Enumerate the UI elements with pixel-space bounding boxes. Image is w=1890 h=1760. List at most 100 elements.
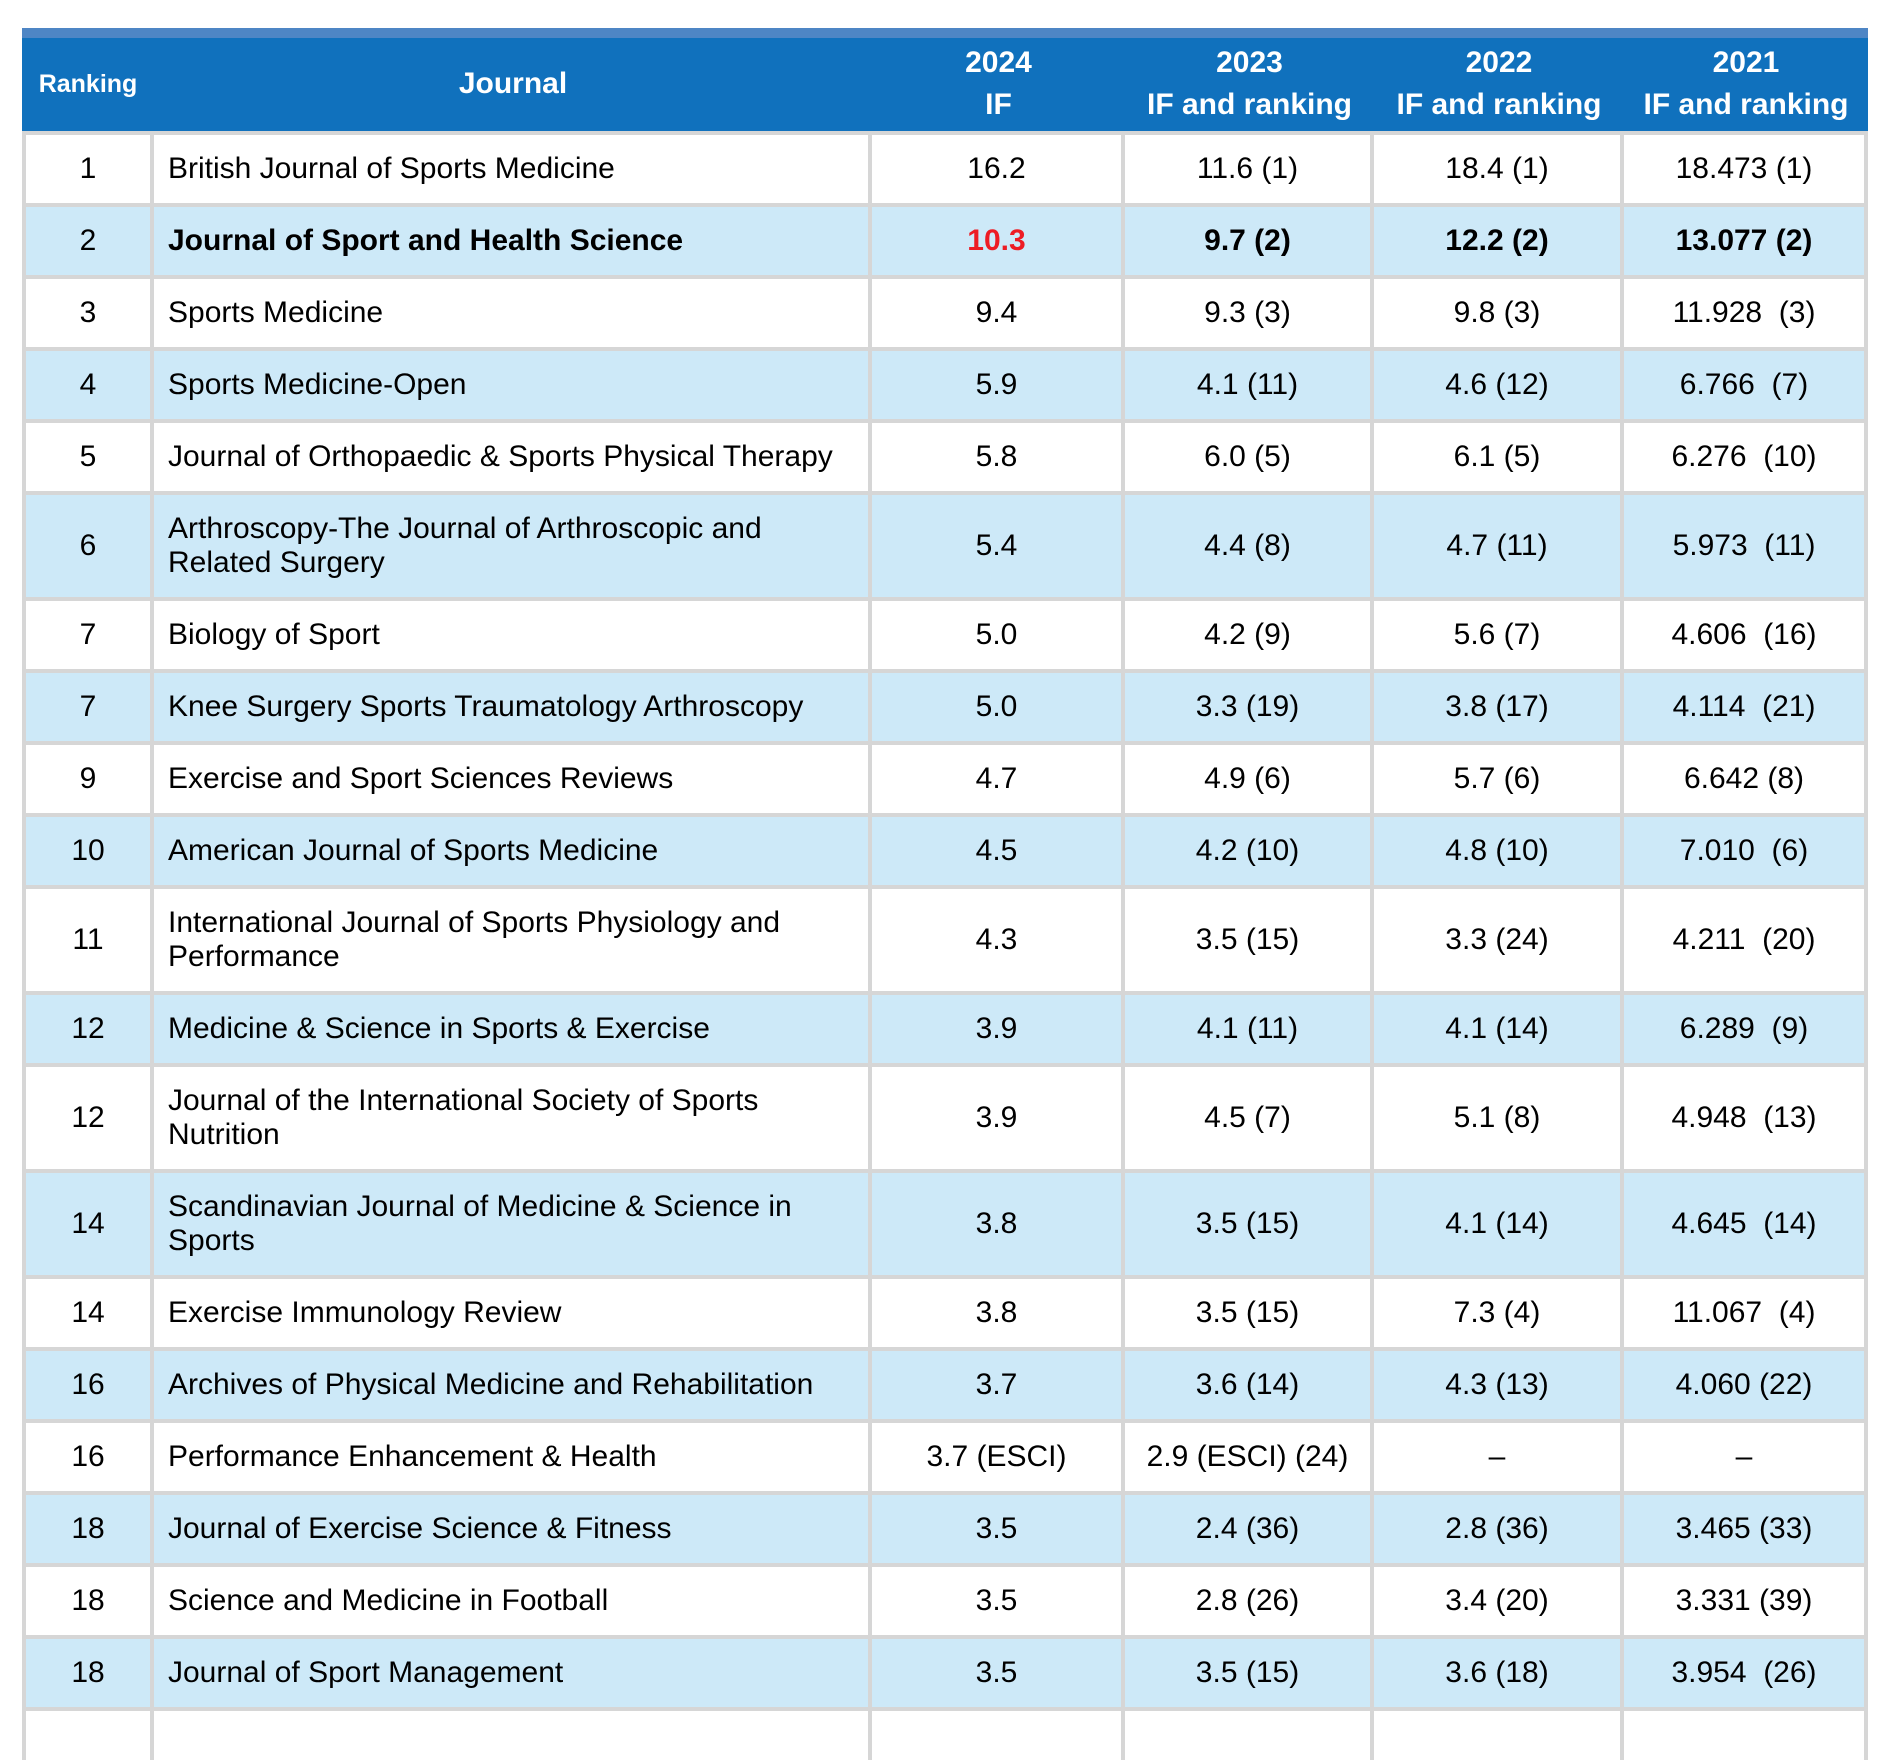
column-header-sublabel: IF and ranking <box>1146 88 1353 121</box>
cell-ranking: 4 <box>22 351 154 423</box>
cell-if-2021: 6.642 (8) <box>1624 745 1868 817</box>
cell-journal-name: American Journal of Sports Medicine <box>154 817 872 889</box>
cell-if-2024: 5.0 <box>872 673 1125 745</box>
cell-ranking: 16 <box>22 1351 154 1423</box>
cell-journal-name: Science and Medicine in Football <box>154 1567 872 1639</box>
cell-if-2024: 3.7 (ESCI) <box>872 1423 1125 1495</box>
cell-journal-name: Archives of Physical Medicine and Rehabi… <box>154 1351 872 1423</box>
cell-journal-name: Exercise and Sport Sciences Reviews <box>154 745 872 817</box>
cell-if-2022: 2.8 (36) <box>1374 1495 1624 1567</box>
cell-if-2021: 3.331 (39) <box>1624 1567 1868 1639</box>
cell-journal-name: Biology of Sport <box>154 601 872 673</box>
cell-if-2023: 9.7 (2) <box>1125 207 1374 279</box>
cell-journal-name: Journal of Exercise Science & Fitness <box>154 1495 872 1567</box>
cell-if-2023: 3.5 (15) <box>1125 1173 1374 1279</box>
table-row: 16 Performance Enhancement & Health 3.7 (E… <box>22 1423 1868 1495</box>
cell-ranking: 14 <box>22 1279 154 1351</box>
cell-if-2022: 4.1 (14) <box>1374 995 1624 1067</box>
table-row: 9 Exercise and Sport Sciences Reviews 4.7 4… <box>22 745 1868 817</box>
cell-if-2022: 4.6 (12) <box>1374 351 1624 423</box>
cell-if-2021: 18.473 (1) <box>1624 135 1868 207</box>
table-header: Ranking Journal 2024 IF 2023 IF and ranking 20… <box>22 28 1868 135</box>
table-row: 12 Journal of the International Society o… <box>22 1067 1868 1173</box>
cell-if-2022: 4.3 (13) <box>1374 1351 1624 1423</box>
cell-ranking: 12 <box>22 1067 154 1173</box>
cell-if-2022: 4.1 (14) <box>1374 1173 1624 1279</box>
cell-if-2022: 3.8 (17) <box>1374 673 1624 745</box>
cell-if-2023: 4.5 (7) <box>1125 1067 1374 1173</box>
cell-ranking: 18 <box>22 1567 154 1639</box>
cell-if-2023: 2.8 (26) <box>1125 1567 1374 1639</box>
cell-ranking: 7 <box>22 673 154 745</box>
cell-if-2022: 12.2 (2) <box>1374 207 1624 279</box>
cell-if-2021: 6.766 (7) <box>1624 351 1868 423</box>
cell-if-2021: 11.067 (4) <box>1624 1279 1868 1351</box>
column-header-sublabel: IF and ranking <box>1396 88 1602 121</box>
cell-ranking: 9 <box>22 745 154 817</box>
cell-if-2021: 4.060 (22) <box>1624 1351 1868 1423</box>
cell-journal-name: Medicine & Science in Sports & Exercise <box>154 995 872 1067</box>
cell-if-2021 <box>1624 1711 1868 1760</box>
table-row: 6 Arthroscopy-The Journal of Arthroscopic… <box>22 495 1868 601</box>
cell-if-2022 <box>1374 1711 1624 1760</box>
cell-if-2021: 11.928 (3) <box>1624 279 1868 351</box>
cell-if-2021: 4.114 (21) <box>1624 673 1868 745</box>
cell-if-2024: 5.0 <box>872 601 1125 673</box>
cell-if-2021: 3.465 (33) <box>1624 1495 1868 1567</box>
cell-ranking: 1 <box>22 135 154 207</box>
column-header-sublabel: IF and ranking <box>1643 88 1849 121</box>
cell-if-2023: 4.2 (9) <box>1125 601 1374 673</box>
cell-journal-name: Arthroscopy-The Journal of Arthroscopic … <box>154 495 872 601</box>
cell-ranking: 11 <box>22 889 154 995</box>
cell-journal-name: Sports Medicine <box>154 279 872 351</box>
column-header-label: 2021 <box>1712 46 1780 79</box>
cell-if-2022: 3.6 (18) <box>1374 1639 1624 1711</box>
cell-ranking: 18 <box>22 1495 154 1567</box>
cell-if-2022: 3.3 (24) <box>1374 889 1624 995</box>
table-row: 14 Exercise Immunology Review 3.8 3.5 (15) 7… <box>22 1279 1868 1351</box>
column-header-journal: Journal <box>154 28 872 135</box>
cell-if-2022: 4.8 (10) <box>1374 817 1624 889</box>
cell-ranking: 14 <box>22 1173 154 1279</box>
table-row: 11 International Journal of Sports Physio… <box>22 889 1868 995</box>
cell-if-2022: – <box>1374 1423 1624 1495</box>
cell-if-2022: 5.1 (8) <box>1374 1067 1624 1173</box>
cell-if-2024: 3.9 <box>872 995 1125 1067</box>
cell-if-2024: 4.3 <box>872 889 1125 995</box>
cell-if-2024 <box>872 1711 1125 1760</box>
cell-if-2023: 4.4 (8) <box>1125 495 1374 601</box>
cell-if-2023: 3.5 (15) <box>1125 889 1374 995</box>
cell-ranking: 16 <box>22 1423 154 1495</box>
cell-if-2021: 6.276 (10) <box>1624 423 1868 495</box>
column-header-2021: 2021 IF and ranking <box>1624 28 1868 135</box>
cell-if-2022: 4.7 (11) <box>1374 495 1624 601</box>
cell-if-2023: 6.0 (5) <box>1125 423 1374 495</box>
cell-journal-name: British Journal of Sports Medicine <box>154 135 872 207</box>
cell-if-2021: 4.211 (20) <box>1624 889 1868 995</box>
cell-ranking: 3 <box>22 279 154 351</box>
column-header-label: 2023 <box>1216 46 1283 79</box>
cell-if-2022: 6.1 (5) <box>1374 423 1624 495</box>
journal-impact-factor-table: Ranking Journal 2024 IF 2023 IF and ranking 20… <box>22 28 1868 1760</box>
table-row: 18 Journal of Sport Management 3.5 3.5 (15)… <box>22 1639 1868 1711</box>
cell-if-2023 <box>1125 1711 1374 1760</box>
column-header-2023: 2023 IF and ranking <box>1125 28 1374 135</box>
table-row: 7 Knee Surgery Sports Traumatology Arthro… <box>22 673 1868 745</box>
cell-if-2024: 3.8 <box>872 1173 1125 1279</box>
cell-if-2023: 2.9 (ESCI) (24) <box>1125 1423 1374 1495</box>
cell-ranking: 6 <box>22 495 154 601</box>
cell-if-2023: 4.9 (6) <box>1125 745 1374 817</box>
column-header-2024: 2024 IF <box>872 28 1125 135</box>
table-row: 12 Medicine & Science in Sports & Exercis… <box>22 995 1868 1067</box>
table-row: 2 Journal of Sport and Health Science 10.3… <box>22 207 1868 279</box>
table-row: 3 Sports Medicine 9.4 9.3 (3) 9.8 (3) 11.928 … <box>22 279 1868 351</box>
cell-journal-name: Journal of Orthopaedic & Sports Physical… <box>154 423 872 495</box>
cell-journal-name <box>154 1711 872 1760</box>
cell-if-2021: 5.973 (11) <box>1624 495 1868 601</box>
column-header-label: Ranking <box>38 70 138 98</box>
cell-if-2022: 5.7 (6) <box>1374 745 1624 817</box>
cell-if-2023: 4.2 (10) <box>1125 817 1374 889</box>
column-header-sublabel: IF <box>985 88 1012 121</box>
table-body: 1 British Journal of Sports Medicine 16.2 1… <box>22 135 1868 1760</box>
